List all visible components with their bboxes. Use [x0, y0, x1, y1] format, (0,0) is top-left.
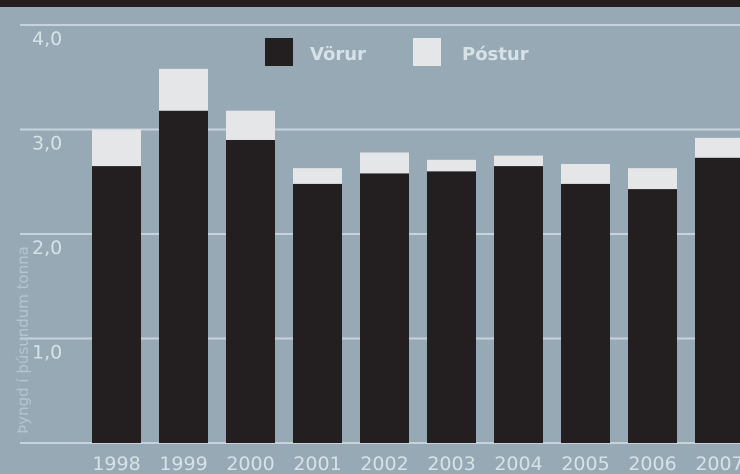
x-tick-label: 2004	[494, 453, 542, 474]
bar-postur-2006	[628, 168, 677, 190]
bar-vorur-2004	[494, 166, 543, 443]
bar-vorur-2001	[293, 183, 342, 443]
bar-vorur-2002	[360, 173, 409, 443]
x-tick-label: 2000	[226, 453, 274, 474]
x-tick-label: 1999	[159, 453, 207, 474]
x-tick-label: 1998	[92, 453, 140, 474]
y-tick-label: 2,0	[32, 237, 62, 259]
legend: Vörur Póstur	[265, 38, 529, 66]
x-tick-label: 2001	[293, 453, 341, 474]
bar-postur-2002	[360, 152, 409, 174]
bar-vorur-2000	[226, 139, 275, 443]
y-axis-label: Þyngd í þúsundum tonna	[14, 246, 32, 434]
bar-vorur-2007	[695, 157, 740, 443]
x-tick-label: 2006	[628, 453, 676, 474]
bar-postur-2003	[427, 159, 476, 172]
bar-vorur-2006	[628, 189, 677, 443]
bar-postur-2005	[561, 163, 610, 184]
bar-vorur-2005	[561, 183, 610, 443]
bar-vorur-1998	[92, 166, 141, 443]
y-axis-ticks: 1,0 2,0 3,0 4,0	[32, 28, 62, 364]
bar-vorur-2003	[427, 171, 476, 444]
bar-postur-1998	[92, 129, 141, 167]
bar-postur-2007	[695, 137, 740, 158]
legend-label-vorur: Vörur	[310, 44, 366, 65]
y-tick-label: 1,0	[32, 342, 62, 364]
legend-swatch-vorur	[265, 38, 293, 66]
bar-postur-1999	[159, 68, 208, 111]
x-axis-ticks: 1998 1999 2000 2001 2002 2003 2004 2005 2006 2007	[92, 453, 740, 474]
bar-postur-2000	[226, 110, 275, 140]
x-tick-label: 2003	[427, 453, 475, 474]
bar-postur-2004	[494, 155, 543, 167]
top-border	[0, 0, 740, 7]
legend-label-postur: Póstur	[462, 44, 529, 65]
x-tick-label: 2002	[360, 453, 408, 474]
y-tick-label: 3,0	[32, 133, 62, 155]
x-tick-label: 2007	[695, 453, 740, 474]
bars	[92, 68, 740, 444]
bar-postur-2001	[293, 168, 342, 184]
y-tick-label: 4,0	[32, 28, 62, 50]
bar-vorur-1999	[159, 110, 208, 443]
legend-swatch-postur	[413, 38, 441, 66]
x-tick-label: 2005	[561, 453, 609, 474]
